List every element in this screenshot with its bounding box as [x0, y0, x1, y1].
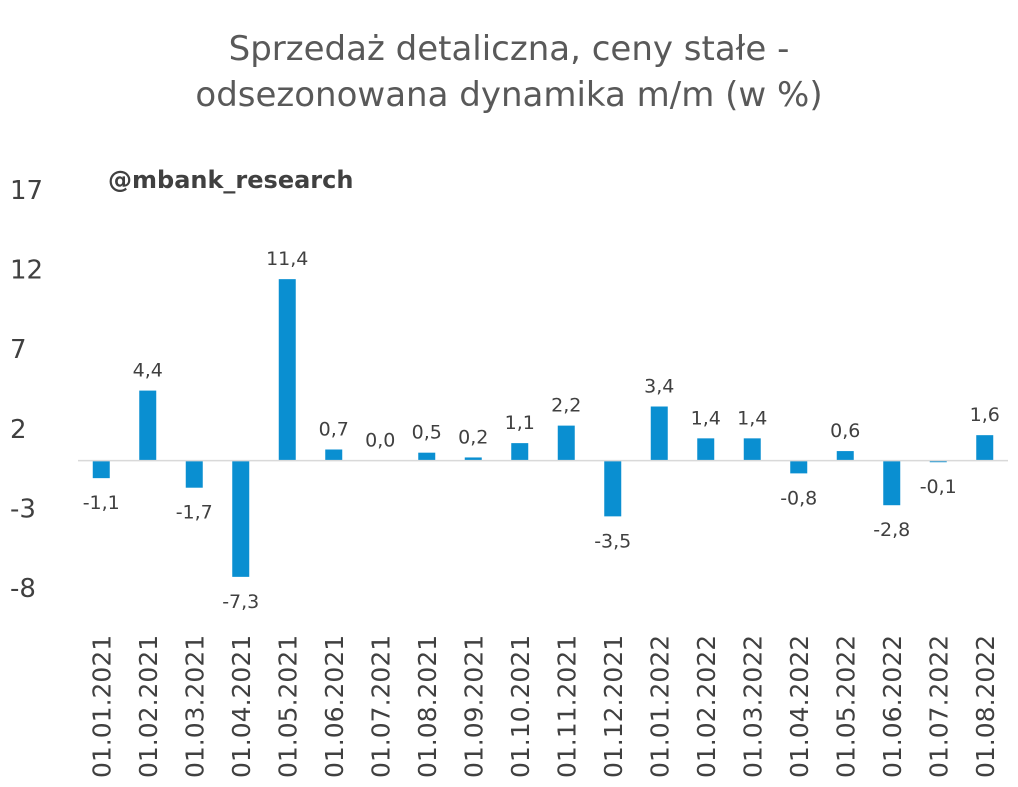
data-label: 3,4: [644, 376, 674, 398]
x-tick-label: 01.06.2021: [320, 635, 349, 778]
bar: [883, 460, 901, 506]
y-tick-label: -3: [10, 494, 36, 524]
data-label: 1,1: [505, 412, 535, 434]
bar: [278, 279, 296, 461]
bar: [743, 438, 761, 461]
data-label: 2,2: [551, 395, 581, 417]
y-tick-label: 12: [10, 256, 43, 286]
data-label: -1,7: [176, 502, 213, 524]
y-tick-label: 2: [10, 415, 27, 445]
data-label: -3,5: [594, 530, 631, 552]
bar: [697, 438, 715, 461]
bar: [232, 460, 250, 577]
x-tick-label: 01.09.2021: [459, 635, 488, 778]
x-tick-label: 01.01.2021: [87, 635, 116, 778]
data-label: 11,4: [266, 248, 308, 270]
x-tick-label: 01.08.2021: [413, 635, 442, 778]
x-tick-label: 01.04.2021: [227, 635, 256, 778]
data-label: -0,1: [920, 476, 957, 498]
bar: [418, 452, 436, 461]
x-tick-label: 01.12.2021: [599, 635, 628, 778]
x-tick-label: 01.06.2022: [878, 635, 907, 778]
x-tick-label: 01.04.2022: [785, 635, 814, 778]
bar: [929, 460, 947, 463]
watermark-handle: @mbank_research: [108, 166, 354, 194]
bar: [650, 406, 668, 461]
data-label: 0,0: [365, 430, 395, 452]
data-label: -0,8: [780, 487, 817, 509]
bar: [557, 425, 575, 461]
bar: [790, 460, 808, 474]
bar: [836, 451, 854, 461]
bar: [976, 435, 994, 461]
x-tick-label: 01.02.2022: [692, 635, 721, 778]
bar: [92, 460, 110, 479]
x-tick-label: 01.08.2022: [971, 635, 1000, 778]
x-tick-label: 01.10.2021: [506, 635, 535, 778]
x-tick-label: 01.07.2021: [366, 635, 395, 778]
data-label: 0,2: [458, 426, 488, 448]
data-label: 1,4: [737, 407, 767, 429]
bar: [604, 460, 622, 517]
data-labels: -1,1 4,4 -1,7 -7,3 11,4 0,7 0,0 0,5 0,2 1,1 2,2 -3,…: [83, 248, 1000, 613]
bar: [325, 449, 343, 461]
data-label: 0,6: [830, 420, 860, 442]
chart-title: Sprzedaż detaliczna, ceny stałe - odsezo…: [0, 26, 1018, 118]
x-tick-label: 01.05.2022: [831, 635, 860, 778]
bar: [185, 460, 203, 488]
data-label: 1,6: [970, 404, 1000, 426]
chart-title-line-2: odsezonowana dynamika m/m (w %): [195, 75, 823, 115]
x-tick-label: 01.03.2021: [180, 635, 209, 778]
y-tick-label: 17: [10, 176, 43, 206]
x-tick-label: 01.01.2022: [645, 635, 674, 778]
y-tick-label: -8: [10, 574, 36, 604]
data-label: 4,4: [133, 360, 163, 382]
data-label: 0,5: [412, 422, 442, 444]
bar: [464, 457, 482, 461]
x-axis: 01.01.2021 01.02.2021 01.03.2021 01.04.2021…: [87, 635, 1000, 778]
x-tick-label: 01.11.2021: [552, 635, 581, 778]
x-tick-label: 01.07.2022: [924, 635, 953, 778]
x-tick-label: 01.05.2021: [273, 635, 302, 778]
data-label: -7,3: [222, 591, 259, 613]
data-label: -2,8: [873, 519, 910, 541]
data-label: 1,4: [691, 407, 721, 429]
y-axis: 17 12 7 2 -3 -8: [10, 176, 43, 604]
data-label: -1,1: [83, 492, 120, 514]
bars: [92, 279, 994, 577]
bar: [511, 443, 529, 461]
x-tick-label: 01.03.2022: [738, 635, 767, 778]
data-label: 0,7: [319, 418, 349, 440]
bar: [139, 390, 157, 461]
y-tick-label: 7: [10, 335, 27, 365]
x-tick-label: 01.02.2021: [134, 635, 163, 778]
chart-title-line-1: Sprzedaż detaliczna, ceny stałe -: [228, 29, 790, 69]
